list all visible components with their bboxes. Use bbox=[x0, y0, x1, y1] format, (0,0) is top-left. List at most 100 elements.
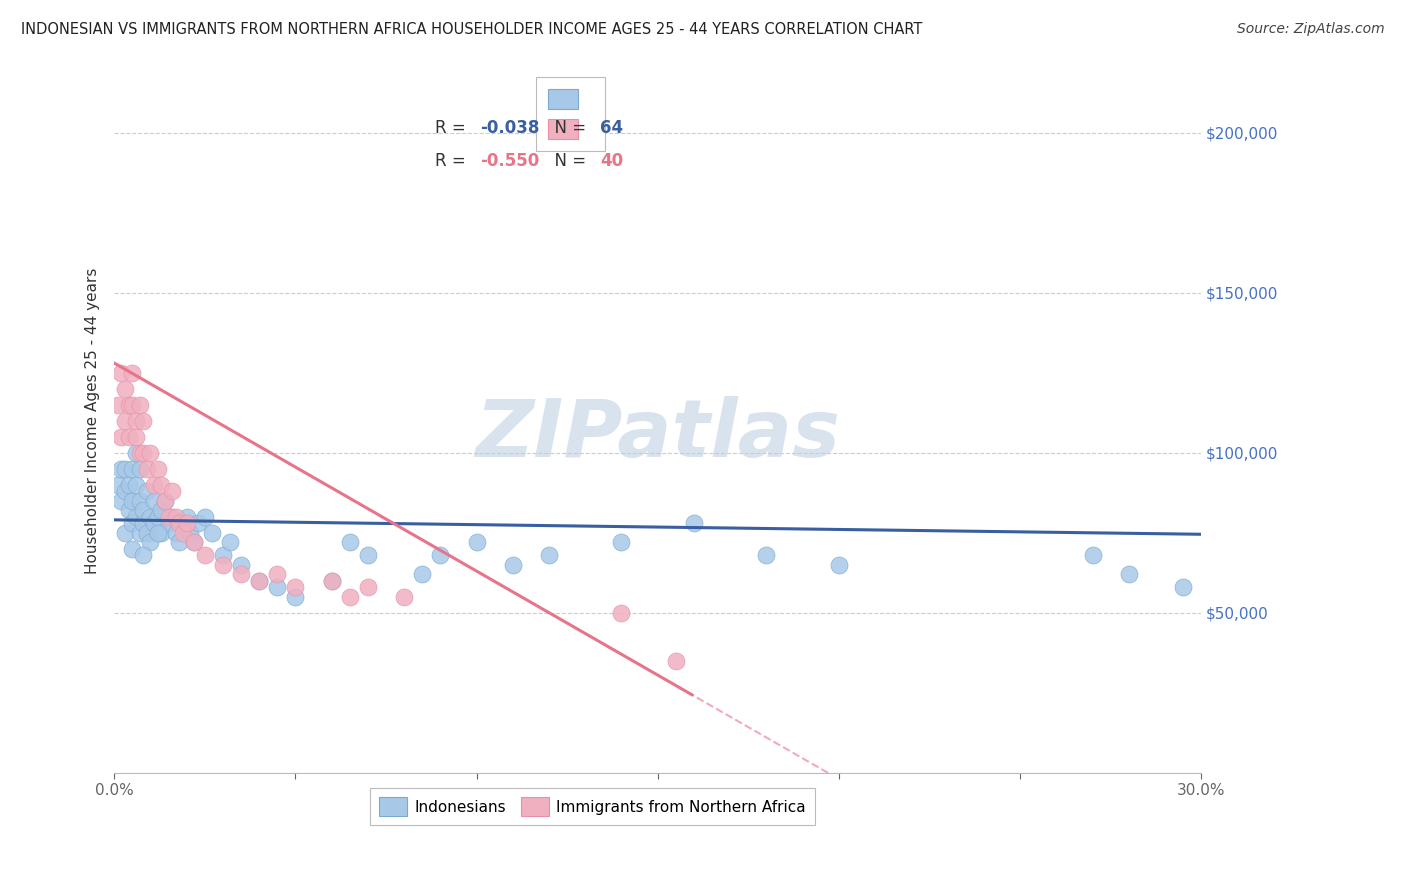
Point bbox=[107, 398, 129, 412]
Point bbox=[176, 509, 198, 524]
Point bbox=[121, 398, 143, 412]
Point bbox=[321, 574, 343, 588]
Point bbox=[110, 461, 132, 475]
Point bbox=[128, 461, 150, 475]
Point bbox=[172, 525, 194, 540]
Point bbox=[157, 509, 180, 524]
Point bbox=[610, 535, 633, 549]
Point bbox=[194, 509, 217, 524]
Point bbox=[132, 445, 155, 459]
Point bbox=[114, 461, 136, 475]
Point bbox=[172, 516, 194, 530]
Point bbox=[157, 516, 180, 530]
Y-axis label: Householder Income Ages 25 - 44 years: Householder Income Ages 25 - 44 years bbox=[86, 268, 100, 574]
Point bbox=[143, 516, 166, 530]
Point bbox=[1118, 567, 1140, 582]
Point bbox=[128, 493, 150, 508]
Point bbox=[125, 414, 148, 428]
Point bbox=[128, 525, 150, 540]
Point bbox=[121, 541, 143, 556]
Point bbox=[266, 580, 288, 594]
Point bbox=[266, 567, 288, 582]
Point bbox=[321, 574, 343, 588]
Point bbox=[143, 493, 166, 508]
Point bbox=[118, 503, 141, 517]
Point bbox=[139, 509, 162, 524]
Point bbox=[110, 366, 132, 380]
Point bbox=[284, 590, 307, 604]
Point bbox=[128, 445, 150, 459]
Point bbox=[169, 535, 191, 549]
Point bbox=[114, 382, 136, 396]
Point bbox=[114, 525, 136, 540]
Point bbox=[186, 516, 208, 530]
Point bbox=[146, 461, 169, 475]
Text: ZIPatlas: ZIPatlas bbox=[475, 396, 841, 474]
Point bbox=[125, 445, 148, 459]
Text: N =: N = bbox=[544, 153, 591, 170]
Text: 64: 64 bbox=[600, 120, 623, 137]
Point bbox=[169, 516, 191, 530]
Text: Source: ZipAtlas.com: Source: ZipAtlas.com bbox=[1237, 22, 1385, 37]
Point bbox=[135, 525, 157, 540]
Point bbox=[135, 484, 157, 499]
Point bbox=[502, 558, 524, 572]
Point bbox=[165, 509, 187, 524]
Point bbox=[143, 477, 166, 491]
Point bbox=[132, 516, 155, 530]
Point bbox=[537, 548, 560, 562]
Point bbox=[110, 429, 132, 443]
Point bbox=[194, 548, 217, 562]
Point bbox=[465, 535, 488, 549]
Point bbox=[125, 477, 148, 491]
Point bbox=[135, 461, 157, 475]
Point bbox=[165, 525, 187, 540]
Point bbox=[1081, 548, 1104, 562]
Point bbox=[339, 535, 361, 549]
Point bbox=[183, 535, 205, 549]
Point bbox=[176, 516, 198, 530]
Point bbox=[683, 516, 706, 530]
Point bbox=[229, 567, 252, 582]
Point bbox=[114, 484, 136, 499]
Point bbox=[153, 493, 176, 508]
Point bbox=[146, 509, 169, 524]
Point bbox=[128, 398, 150, 412]
Point bbox=[118, 477, 141, 491]
Point bbox=[357, 580, 380, 594]
Point bbox=[160, 509, 183, 524]
Point bbox=[125, 509, 148, 524]
Point bbox=[121, 516, 143, 530]
Text: R =: R = bbox=[434, 153, 471, 170]
Text: -0.550: -0.550 bbox=[481, 153, 540, 170]
Text: INDONESIAN VS IMMIGRANTS FROM NORTHERN AFRICA HOUSEHOLDER INCOME AGES 25 - 44 YE: INDONESIAN VS IMMIGRANTS FROM NORTHERN A… bbox=[21, 22, 922, 37]
Point bbox=[118, 398, 141, 412]
Legend: Indonesians, Immigrants from Northern Africa: Indonesians, Immigrants from Northern Af… bbox=[370, 788, 815, 825]
Point bbox=[125, 429, 148, 443]
Point bbox=[411, 567, 433, 582]
Point bbox=[219, 535, 242, 549]
Text: N =: N = bbox=[544, 120, 591, 137]
Point bbox=[610, 606, 633, 620]
Point bbox=[179, 525, 201, 540]
Point bbox=[212, 548, 235, 562]
Point bbox=[201, 525, 224, 540]
Point bbox=[665, 654, 688, 668]
Point bbox=[132, 503, 155, 517]
Point bbox=[212, 558, 235, 572]
Point bbox=[284, 580, 307, 594]
Point bbox=[183, 535, 205, 549]
Point bbox=[1173, 580, 1195, 594]
Point bbox=[150, 503, 173, 517]
Point bbox=[118, 429, 141, 443]
Point bbox=[132, 548, 155, 562]
Point bbox=[139, 535, 162, 549]
Text: 40: 40 bbox=[600, 153, 623, 170]
Point bbox=[153, 493, 176, 508]
Point bbox=[114, 414, 136, 428]
Point bbox=[132, 414, 155, 428]
Point bbox=[429, 548, 451, 562]
Text: -0.038: -0.038 bbox=[481, 120, 540, 137]
Point bbox=[146, 525, 169, 540]
Point bbox=[357, 548, 380, 562]
